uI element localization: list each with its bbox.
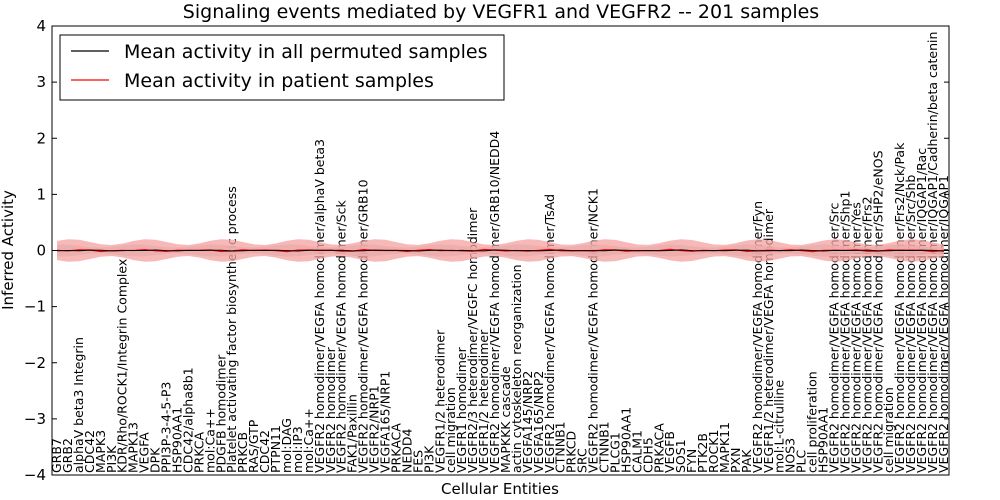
- entity-label: FAK1/Paxillin: [345, 394, 360, 473]
- entity-label: PLCG1: [608, 432, 623, 473]
- legend-box: [59, 34, 505, 101]
- entity-label: mol:Ca++: [301, 408, 316, 473]
- entity-label: HSP90AA1: [170, 407, 185, 473]
- entity-label: VEGFR2 homodimer/VEGFA homodimer/Fyn: [750, 201, 765, 473]
- entity-label: CTNNB1: [597, 421, 612, 473]
- entity-label: mol:IP3: [290, 426, 305, 473]
- entity-label: PXN: [728, 448, 743, 473]
- entity-label: VEGFR2 homodimer/VEGFA homodimer/SHP2/eN…: [870, 150, 885, 473]
- entity-label: cell proliferation: [805, 371, 820, 473]
- entity-label: VEGFR1 homodimer: [454, 346, 469, 473]
- entity-label: VEGFR2 homodimer/VEGFA homodimer/alphaV …: [312, 139, 327, 473]
- entity-label: KDR/Rho/ROCK1/Integrin Complex: [115, 259, 130, 473]
- entity-label: MAPK11: [717, 422, 732, 473]
- entity-label: RAS/GTP: [246, 419, 261, 473]
- entity-label: GRB7: [49, 438, 64, 473]
- entity-label: HSP90AA1: [816, 407, 831, 473]
- y-tick-label: 0: [36, 242, 46, 260]
- y-tick-label: 1: [36, 185, 46, 203]
- entity-label: CDC42/alpha8b1: [180, 367, 195, 473]
- entity-label: cell migration: [881, 387, 896, 473]
- entity-label: PRKACA: [389, 423, 404, 473]
- entity-label: VEGFR2 homodimer/VEGFA homodimer/Src: [827, 203, 842, 473]
- entity-label: VEGFR2 homodimer/VEGFA homodimer/TsAd: [542, 194, 557, 473]
- entity-label: VEGFR2 homodimer: [323, 346, 338, 473]
- entity-label: PRKCA: [191, 432, 206, 473]
- y-tick-label: 4: [36, 17, 46, 35]
- chart-title: Signaling events mediated by VEGFR1 and …: [183, 1, 819, 23]
- entity-label: VEGFA165/NRP1: [378, 371, 393, 473]
- entity-label: HSP90AA1: [618, 407, 633, 473]
- entity-label: PTK2B: [695, 433, 710, 473]
- entity-label: Platelet activating factor biosynthetic …: [224, 186, 239, 473]
- entity-label: mol:DAG: [279, 418, 294, 473]
- entity-label: VEGFB: [662, 431, 677, 473]
- entity-label: PI3K: [104, 445, 119, 473]
- entity-label: FYN: [684, 449, 699, 473]
- entity-label: VEGFA: [137, 432, 152, 473]
- entity-label: MAPK13: [126, 422, 141, 473]
- y-axis-title: Inferred Activity: [0, 190, 17, 310]
- entity-label: VEGFR2 homodimer/VEGFA homodimer/Frs2: [859, 196, 874, 473]
- entity-label: PI3K: [421, 445, 436, 473]
- x-axis-title: Cellular Entities: [441, 480, 559, 498]
- y-tick-label: −3: [24, 410, 46, 428]
- entity-label: CDC42: [257, 430, 272, 473]
- entity-label: mol:Ca++: [202, 408, 217, 473]
- entity-label: SRC: [575, 448, 590, 473]
- entity-label: ROCK1: [706, 430, 721, 473]
- entity-label: CALM1: [629, 430, 644, 473]
- entity-label: PRKCB: [235, 432, 250, 473]
- entity-label: PLC: [794, 449, 809, 473]
- entity-label: VEGFR2/NRP1: [367, 385, 382, 473]
- entity-label: VEGFR2 homodimer/VEGFA homodimer/Sck: [334, 200, 349, 473]
- entity-label: NEDD4: [399, 429, 414, 473]
- entity-label: SOS1: [673, 439, 688, 473]
- entity-label: NOS3: [783, 438, 798, 473]
- entity-label: CDH5: [640, 437, 655, 473]
- y-tick-label: 3: [36, 73, 46, 91]
- legend: Mean activity in all permuted samples Me…: [59, 34, 505, 101]
- y-axis: −4 −3 −2 −1 0 1 2 3 4: [24, 17, 949, 484]
- entity-label: VEGFR1/2 heterodimer: [476, 329, 491, 473]
- y-tick-label: −4: [24, 466, 46, 484]
- entity-label: MAPK3: [93, 430, 108, 473]
- entity-label: VEGFR2 homodimer/VEGFA homodimer/Frs2/Nc…: [892, 142, 907, 473]
- y-tick-label: −1: [24, 298, 46, 316]
- entity-label: GRB2: [60, 438, 75, 473]
- entity-label: VEGFR2 homodimer/VEGFA homodimer/Yes: [848, 202, 863, 473]
- entity-label: VEGFR2 homodimer/VEGFA homodimer/GRB10/N…: [487, 131, 502, 473]
- entity-label: mol:L-citrulline: [772, 380, 787, 473]
- legend-label-patient: Mean activity in patient samples: [124, 70, 434, 92]
- entity-label: VEGFR2 homodimer/VEGFA homodimer/IQGAP1/…: [914, 148, 929, 473]
- entity-label: PTPN11: [268, 425, 283, 473]
- permuted-mean-line: [56, 249, 945, 252]
- y-tick-label: 2: [36, 129, 46, 147]
- entity-label: PAK: [739, 449, 754, 473]
- y-tick-label: −2: [24, 354, 46, 372]
- entity-label: FES: [410, 450, 425, 473]
- entity-label: VEGFA145/NRP2: [520, 371, 535, 473]
- entity-label: VEGFR2/3 heterodimer/VEGFC homodimer: [465, 207, 480, 473]
- entity-label: PPI3P-3-4-5-P3: [159, 382, 174, 473]
- entity-label: cell migration: [443, 387, 458, 473]
- entity-label: actin cytoskeleton reorganization: [509, 264, 524, 473]
- entity-label: PDGFB homodimer: [213, 354, 228, 473]
- entity-label: PRKACA: [651, 423, 666, 473]
- entity-label: VEGFR1/2 heterodimer/VEGFA homodimer: [761, 208, 776, 473]
- entity-label: DPK: [148, 447, 163, 473]
- entity-label: VEGFA165/NRP2: [531, 371, 546, 473]
- entity-label: CTNNB1: [553, 421, 568, 473]
- entity-label: VEGFR1/2 heterodimer: [432, 329, 447, 473]
- series-layer: [56, 239, 945, 262]
- entity-label: CDC42: [82, 430, 97, 473]
- entity-label: MAPKKK cascade: [498, 366, 513, 473]
- legend-label-permuted: Mean activity in all permuted samples: [124, 41, 487, 63]
- entity-label: PRKCD: [564, 431, 579, 473]
- entity-label: alphaV beta3 Integrin: [71, 337, 86, 473]
- entity-label: VEGFR2 homodimer/VEGFA homodimer/IQGAP1: [936, 175, 951, 473]
